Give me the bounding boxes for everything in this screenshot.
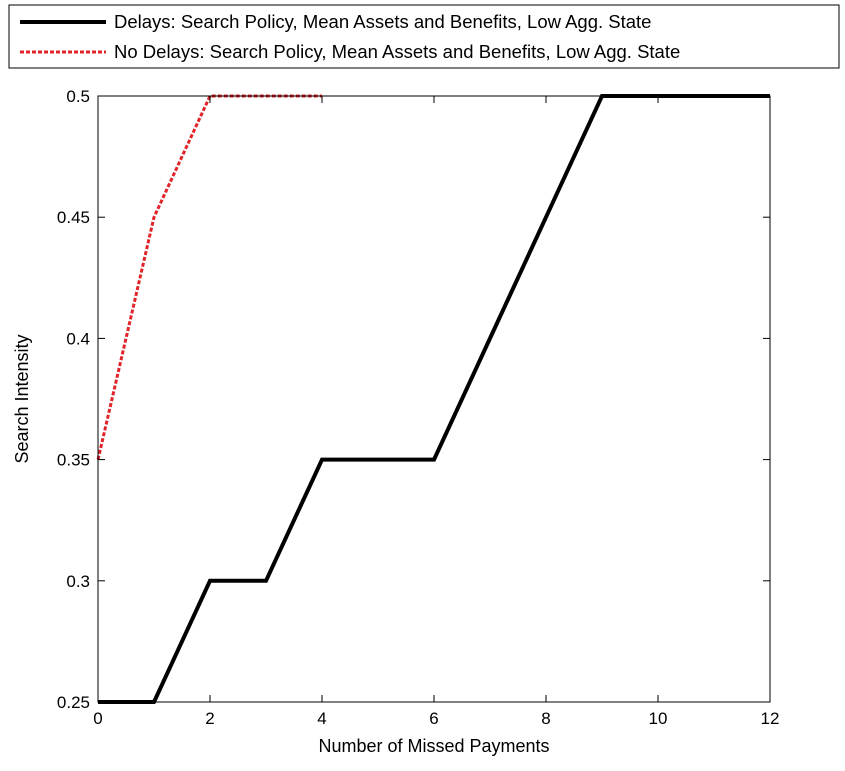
y-axis-label: Search Intensity <box>12 334 32 463</box>
y-tick-label: 0.3 <box>66 572 90 591</box>
y-axis: 0.25 0.3 0.35 0.4 0.45 0.5 <box>57 87 770 712</box>
x-axis-label: Number of Missed Payments <box>318 736 549 756</box>
x-tick-label: 6 <box>429 709 438 728</box>
y-tick-label: 0.35 <box>57 451 90 470</box>
x-tick-label: 10 <box>649 709 668 728</box>
legend: Delays: Search Policy, Mean Assets and B… <box>8 4 840 69</box>
y-tick-label: 0.4 <box>66 329 90 348</box>
plot-area <box>98 96 770 702</box>
legend-box <box>8 4 840 69</box>
x-tick-label: 4 <box>317 709 326 728</box>
y-tick-label: 0.5 <box>66 87 90 106</box>
x-tick-label: 0 <box>93 709 102 728</box>
legend-label: No Delays: Search Policy, Mean Assets an… <box>114 41 680 62</box>
legend-label: Delays: Search Policy, Mean Assets and B… <box>114 11 651 32</box>
y-tick-label: 0.25 <box>57 693 90 712</box>
x-axis: 0 2 4 6 8 10 12 <box>93 96 779 728</box>
x-tick-label: 12 <box>761 709 780 728</box>
x-tick-label: 2 <box>205 709 214 728</box>
y-tick-label: 0.45 <box>57 208 90 227</box>
x-tick-label: 8 <box>541 709 550 728</box>
